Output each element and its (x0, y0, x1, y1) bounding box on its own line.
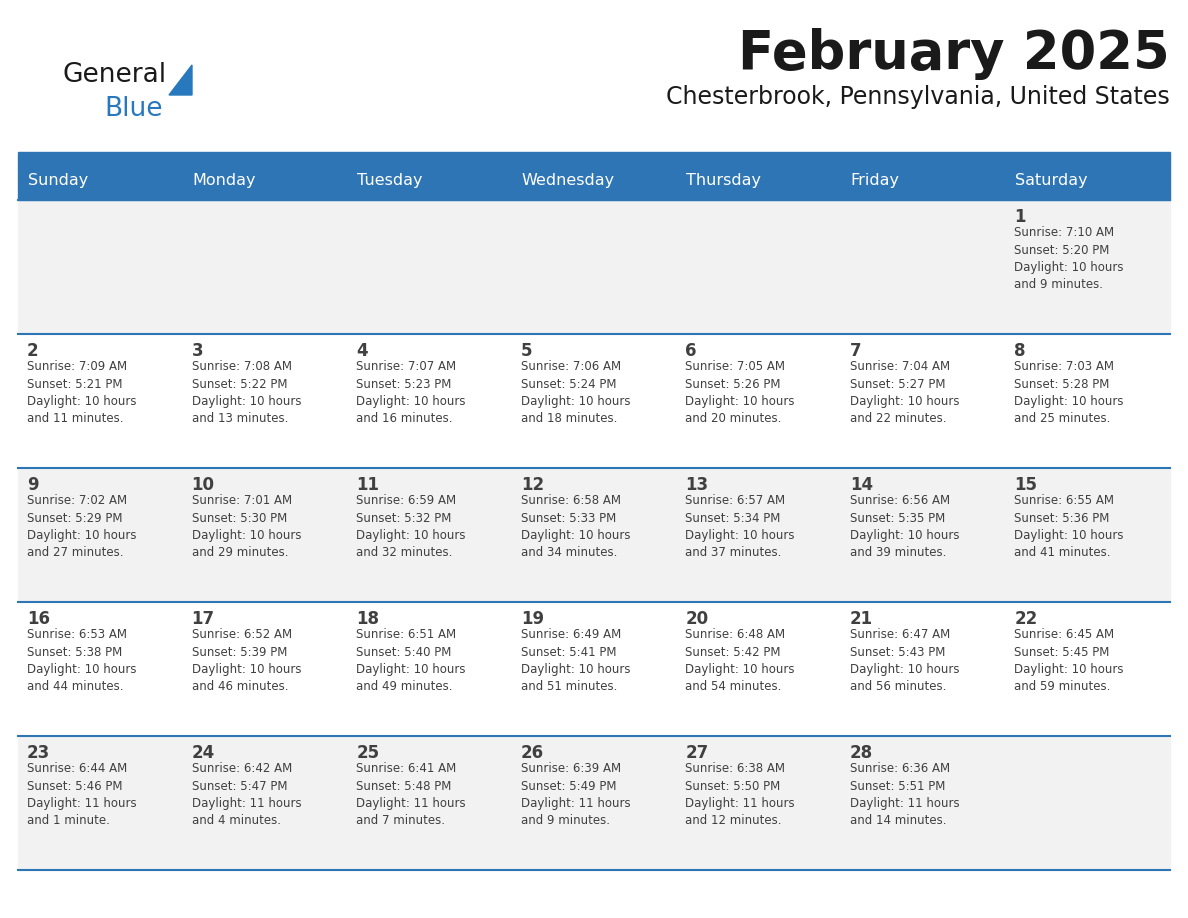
Text: 16: 16 (27, 610, 50, 628)
Text: Sunrise: 7:03 AM
Sunset: 5:28 PM
Daylight: 10 hours
and 25 minutes.: Sunrise: 7:03 AM Sunset: 5:28 PM Dayligh… (1015, 360, 1124, 426)
Text: 12: 12 (520, 476, 544, 494)
Text: 10: 10 (191, 476, 215, 494)
Bar (18, 602, 1170, 736)
Text: 6: 6 (685, 342, 697, 360)
Bar (18, 334, 1170, 468)
Text: Tuesday: Tuesday (358, 174, 423, 188)
Text: Wednesday: Wednesday (522, 174, 615, 188)
Text: 25: 25 (356, 744, 379, 762)
Text: Sunrise: 7:09 AM
Sunset: 5:21 PM
Daylight: 10 hours
and 11 minutes.: Sunrise: 7:09 AM Sunset: 5:21 PM Dayligh… (27, 360, 137, 426)
Text: 8: 8 (1015, 342, 1026, 360)
Text: February 2025: February 2025 (739, 28, 1170, 80)
Text: Sunrise: 6:48 AM
Sunset: 5:42 PM
Daylight: 10 hours
and 54 minutes.: Sunrise: 6:48 AM Sunset: 5:42 PM Dayligh… (685, 628, 795, 693)
Text: Thursday: Thursday (687, 174, 762, 188)
Text: Sunrise: 7:05 AM
Sunset: 5:26 PM
Daylight: 10 hours
and 20 minutes.: Sunrise: 7:05 AM Sunset: 5:26 PM Dayligh… (685, 360, 795, 426)
Text: Sunrise: 6:42 AM
Sunset: 5:47 PM
Daylight: 11 hours
and 4 minutes.: Sunrise: 6:42 AM Sunset: 5:47 PM Dayligh… (191, 762, 302, 827)
Text: Sunrise: 7:01 AM
Sunset: 5:30 PM
Daylight: 10 hours
and 29 minutes.: Sunrise: 7:01 AM Sunset: 5:30 PM Dayligh… (191, 494, 301, 559)
Text: Sunrise: 6:38 AM
Sunset: 5:50 PM
Daylight: 11 hours
and 12 minutes.: Sunrise: 6:38 AM Sunset: 5:50 PM Dayligh… (685, 762, 795, 827)
Text: Saturday: Saturday (1016, 174, 1088, 188)
Text: Sunrise: 6:47 AM
Sunset: 5:43 PM
Daylight: 10 hours
and 56 minutes.: Sunrise: 6:47 AM Sunset: 5:43 PM Dayligh… (849, 628, 960, 693)
Text: Sunrise: 6:49 AM
Sunset: 5:41 PM
Daylight: 10 hours
and 51 minutes.: Sunrise: 6:49 AM Sunset: 5:41 PM Dayligh… (520, 628, 630, 693)
Text: Sunrise: 6:53 AM
Sunset: 5:38 PM
Daylight: 10 hours
and 44 minutes.: Sunrise: 6:53 AM Sunset: 5:38 PM Dayligh… (27, 628, 137, 693)
Polygon shape (169, 65, 192, 95)
Text: Sunrise: 7:02 AM
Sunset: 5:29 PM
Daylight: 10 hours
and 27 minutes.: Sunrise: 7:02 AM Sunset: 5:29 PM Dayligh… (27, 494, 137, 559)
Text: Sunrise: 6:52 AM
Sunset: 5:39 PM
Daylight: 10 hours
and 46 minutes.: Sunrise: 6:52 AM Sunset: 5:39 PM Dayligh… (191, 628, 301, 693)
Text: Sunrise: 6:36 AM
Sunset: 5:51 PM
Daylight: 11 hours
and 14 minutes.: Sunrise: 6:36 AM Sunset: 5:51 PM Dayligh… (849, 762, 960, 827)
Text: Sunrise: 6:57 AM
Sunset: 5:34 PM
Daylight: 10 hours
and 37 minutes.: Sunrise: 6:57 AM Sunset: 5:34 PM Dayligh… (685, 494, 795, 559)
Bar (18, 468, 1170, 602)
Text: Sunrise: 7:08 AM
Sunset: 5:22 PM
Daylight: 10 hours
and 13 minutes.: Sunrise: 7:08 AM Sunset: 5:22 PM Dayligh… (191, 360, 301, 426)
Text: 26: 26 (520, 744, 544, 762)
Text: Sunrise: 6:41 AM
Sunset: 5:48 PM
Daylight: 11 hours
and 7 minutes.: Sunrise: 6:41 AM Sunset: 5:48 PM Dayligh… (356, 762, 466, 827)
Text: 20: 20 (685, 610, 708, 628)
Text: 11: 11 (356, 476, 379, 494)
Bar (18, 200, 1170, 334)
Text: 7: 7 (849, 342, 861, 360)
Text: Sunrise: 6:56 AM
Sunset: 5:35 PM
Daylight: 10 hours
and 39 minutes.: Sunrise: 6:56 AM Sunset: 5:35 PM Dayligh… (849, 494, 960, 559)
Text: 22: 22 (1015, 610, 1037, 628)
Text: 24: 24 (191, 744, 215, 762)
Text: Sunrise: 7:07 AM
Sunset: 5:23 PM
Daylight: 10 hours
and 16 minutes.: Sunrise: 7:07 AM Sunset: 5:23 PM Dayligh… (356, 360, 466, 426)
Bar (18, 152, 1170, 162)
Text: General: General (62, 62, 166, 88)
Text: Sunrise: 6:51 AM
Sunset: 5:40 PM
Daylight: 10 hours
and 49 minutes.: Sunrise: 6:51 AM Sunset: 5:40 PM Dayligh… (356, 628, 466, 693)
Text: Sunrise: 7:10 AM
Sunset: 5:20 PM
Daylight: 10 hours
and 9 minutes.: Sunrise: 7:10 AM Sunset: 5:20 PM Dayligh… (1015, 226, 1124, 292)
Text: 27: 27 (685, 744, 708, 762)
Text: Friday: Friday (851, 174, 899, 188)
Text: 5: 5 (520, 342, 532, 360)
Text: 17: 17 (191, 610, 215, 628)
Text: 2: 2 (27, 342, 39, 360)
Text: Blue: Blue (105, 96, 163, 122)
Text: 4: 4 (356, 342, 368, 360)
Bar (18, 736, 1170, 870)
Text: Sunrise: 6:58 AM
Sunset: 5:33 PM
Daylight: 10 hours
and 34 minutes.: Sunrise: 6:58 AM Sunset: 5:33 PM Dayligh… (520, 494, 630, 559)
Bar (18, 162, 1170, 200)
Text: Monday: Monday (192, 174, 257, 188)
Text: 23: 23 (27, 744, 50, 762)
Text: 14: 14 (849, 476, 873, 494)
Text: 28: 28 (849, 744, 873, 762)
Text: Sunday: Sunday (29, 174, 88, 188)
Text: 9: 9 (27, 476, 39, 494)
Text: 3: 3 (191, 342, 203, 360)
Text: 1: 1 (1015, 208, 1026, 226)
Text: 18: 18 (356, 610, 379, 628)
Text: Sunrise: 7:06 AM
Sunset: 5:24 PM
Daylight: 10 hours
and 18 minutes.: Sunrise: 7:06 AM Sunset: 5:24 PM Dayligh… (520, 360, 630, 426)
Text: Chesterbrook, Pennsylvania, United States: Chesterbrook, Pennsylvania, United State… (666, 85, 1170, 109)
Text: 15: 15 (1015, 476, 1037, 494)
Text: Sunrise: 6:55 AM
Sunset: 5:36 PM
Daylight: 10 hours
and 41 minutes.: Sunrise: 6:55 AM Sunset: 5:36 PM Dayligh… (1015, 494, 1124, 559)
Text: Sunrise: 6:59 AM
Sunset: 5:32 PM
Daylight: 10 hours
and 32 minutes.: Sunrise: 6:59 AM Sunset: 5:32 PM Dayligh… (356, 494, 466, 559)
Text: 13: 13 (685, 476, 708, 494)
Text: Sunrise: 6:45 AM
Sunset: 5:45 PM
Daylight: 10 hours
and 59 minutes.: Sunrise: 6:45 AM Sunset: 5:45 PM Dayligh… (1015, 628, 1124, 693)
Text: Sunrise: 7:04 AM
Sunset: 5:27 PM
Daylight: 10 hours
and 22 minutes.: Sunrise: 7:04 AM Sunset: 5:27 PM Dayligh… (849, 360, 960, 426)
Text: Sunrise: 6:44 AM
Sunset: 5:46 PM
Daylight: 11 hours
and 1 minute.: Sunrise: 6:44 AM Sunset: 5:46 PM Dayligh… (27, 762, 137, 827)
Text: 21: 21 (849, 610, 873, 628)
Text: Sunrise: 6:39 AM
Sunset: 5:49 PM
Daylight: 11 hours
and 9 minutes.: Sunrise: 6:39 AM Sunset: 5:49 PM Dayligh… (520, 762, 631, 827)
Text: 19: 19 (520, 610, 544, 628)
